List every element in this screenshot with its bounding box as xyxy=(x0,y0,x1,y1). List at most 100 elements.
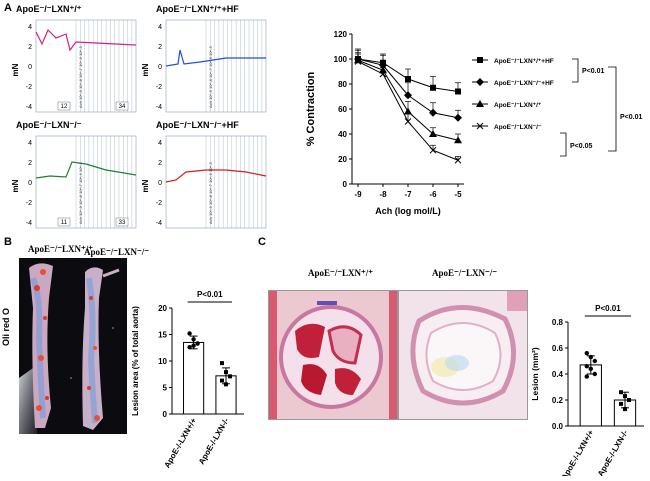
y-axis-label: Lesion (mm²) xyxy=(530,347,540,401)
panel-b-chart: 0 5 10 15 20 Lesion area (% of total aorta) Ap… xyxy=(128,258,253,476)
square-marker xyxy=(430,84,436,91)
y-tick-label: 0 xyxy=(343,180,348,189)
trace-line xyxy=(165,49,266,67)
trace-title: ApoE⁻/⁻LXN⁺/⁺+HF xyxy=(156,4,239,14)
trace-ytick: -4 xyxy=(156,104,162,111)
trace-ylabel: mN xyxy=(141,179,150,192)
trace-frame xyxy=(165,19,267,113)
y-tick-label: 0.4 xyxy=(552,370,564,379)
diamond-marker xyxy=(404,91,412,100)
trace-ylabel: mN xyxy=(141,63,150,76)
trace-frame xyxy=(165,135,267,229)
trace-box-left xyxy=(57,217,71,227)
trace-ytick: 4 xyxy=(28,24,32,31)
y-tick-label: 0.2 xyxy=(552,396,564,405)
triangle-marker xyxy=(404,107,412,115)
x-marker-b xyxy=(454,156,462,164)
data-point xyxy=(623,394,627,399)
trace-line xyxy=(35,161,137,179)
bracket-3 xyxy=(560,132,567,157)
category-label: ApoE-/-LXN+/+ xyxy=(560,428,596,476)
data-point xyxy=(623,407,627,412)
category-label: ApoE-/-LXN+/+ xyxy=(163,416,199,469)
x-marker-b xyxy=(476,122,484,130)
data-point xyxy=(584,364,589,369)
panel-b-left-title: ApoE⁻/⁻LXN⁺/⁺ xyxy=(28,244,94,254)
panel-a-traces: ApoE⁻/⁻LXN⁺/⁺ 4 2 0 -2 -4 mN Ach 10^-9 10^-8 10… xyxy=(0,0,280,232)
lesion-mm2-chart: 0.0 0.2 0.4 0.6 0.8 Lesion (mm²) ApoE-/-LXN+/+… xyxy=(530,304,644,481)
trace-ytick: -2 xyxy=(26,84,32,91)
y-tick-label: 10 xyxy=(158,357,167,366)
panel-label-a: A xyxy=(4,2,12,14)
x-tick-label: -5 xyxy=(454,190,462,199)
trace-ytick: 4 xyxy=(28,140,32,147)
x-marker-b xyxy=(379,70,387,78)
data-point xyxy=(588,366,593,371)
data-point xyxy=(584,351,589,356)
y-tick-label: 100 xyxy=(334,55,348,64)
triangle-marker xyxy=(429,130,437,137)
x-tick-label: -9 xyxy=(354,190,362,199)
trace-ytick: 2 xyxy=(28,160,32,167)
data-point xyxy=(592,371,597,377)
data-point xyxy=(619,390,623,395)
y-tick-label: 20 xyxy=(158,304,167,313)
trace-ytick: -4 xyxy=(156,220,162,227)
histology-right xyxy=(398,290,528,420)
trace-panel-2: ApoE⁻/⁻LXN⁻/⁻ 4 2 0 -2 -4 mN Ach 10^-9 10^-8 10… xyxy=(11,120,137,229)
trace-ytick: 0 xyxy=(28,180,32,187)
y-tick-label: 120 xyxy=(334,30,348,39)
trace-box-left-label: 11 xyxy=(61,220,68,226)
trace-box-right xyxy=(115,101,129,111)
trace-ytick: -2 xyxy=(156,200,162,207)
trace-panel-0: ApoE⁻/⁻LXN⁺/⁺ 4 2 0 -2 -4 mN Ach 10^-9 10^-8 10… xyxy=(11,4,137,113)
trace-box-right xyxy=(115,217,129,227)
legend-label: ApoE⁻/⁻LXN⁻/⁻+HF xyxy=(494,80,554,87)
panel-c-chart: 0.0 0.2 0.4 0.6 0.8 Lesion (mm²) ApoE-/-LXN+/+… xyxy=(528,282,650,481)
bar-group-0: ApoE-/-LXN+/+ xyxy=(163,331,205,470)
panel-label-b: B xyxy=(4,236,12,248)
trace-ylabel: mN xyxy=(11,179,20,192)
trace-line xyxy=(165,169,267,183)
trace-ytick: 2 xyxy=(28,44,32,51)
y-tick-label: 80 xyxy=(338,80,347,89)
trace-box-right-label: 33 xyxy=(119,220,126,226)
category-label: ApoE-/-LXN-/- xyxy=(596,428,630,476)
x-tick-label: -8 xyxy=(379,190,387,199)
trace-frame xyxy=(35,135,137,229)
diamond-marker xyxy=(454,113,462,122)
aorta-image xyxy=(19,263,120,434)
data-point xyxy=(228,374,232,379)
y-tick-label: 0.6 xyxy=(552,344,564,353)
trace-annot: Ach 10^-9 10^-8 10^-7 10^-6 10^-5 xyxy=(208,45,213,108)
x-marker-b xyxy=(404,118,412,125)
pvalue-1: P<0.01 xyxy=(582,68,604,75)
y-tick-label: 5 xyxy=(163,384,168,393)
bar xyxy=(183,341,205,415)
trace-annot: Ach 10^-9 10^-8 10^-7 10^-6 10^-5 xyxy=(78,161,83,224)
trace-ytick: 0 xyxy=(158,180,162,187)
histology-right-image xyxy=(399,291,527,419)
x-marker-b xyxy=(354,58,362,65)
trace-panel-3: ApoE⁻/⁻LXN⁻/⁻+HF 4 2 0 -2 -4 mN Ach 10^-9 10^-8… xyxy=(141,120,267,229)
data-point xyxy=(191,343,196,348)
data-point xyxy=(592,358,597,364)
dose-response-chart: 0 20 40 60 80 100 120 -9 -8 -7 -6 -5 Ach (log mol/L)… xyxy=(305,30,642,216)
y-tick-label: 0.0 xyxy=(552,422,564,431)
y-tick-label: 40 xyxy=(338,130,347,139)
data-point xyxy=(619,401,623,406)
y-tick-label: 20 xyxy=(338,155,347,164)
significance-label: P<0.01 xyxy=(197,290,223,299)
series-3: ApoE⁻/⁻LXN⁻/⁻ xyxy=(354,53,542,164)
data-point xyxy=(584,374,589,379)
histology-left-image xyxy=(269,291,397,419)
x-tick-label: -7 xyxy=(404,190,412,199)
pvalue-2: P<0.01 xyxy=(620,114,642,121)
category-label: ApoE-/-LXN-/- xyxy=(197,416,231,466)
y-tick-label: 0 xyxy=(163,410,168,419)
x-marker-b xyxy=(429,146,437,154)
trace-ytick: 0 xyxy=(158,64,162,71)
trace-panel-1: ApoE⁻/⁻LXN⁺/⁺+HF 4 2 0 -2 -4 mN Ach 10^-9 10^-8… xyxy=(141,4,267,113)
trace-ytick: -4 xyxy=(26,104,32,111)
square-marker xyxy=(455,88,461,95)
